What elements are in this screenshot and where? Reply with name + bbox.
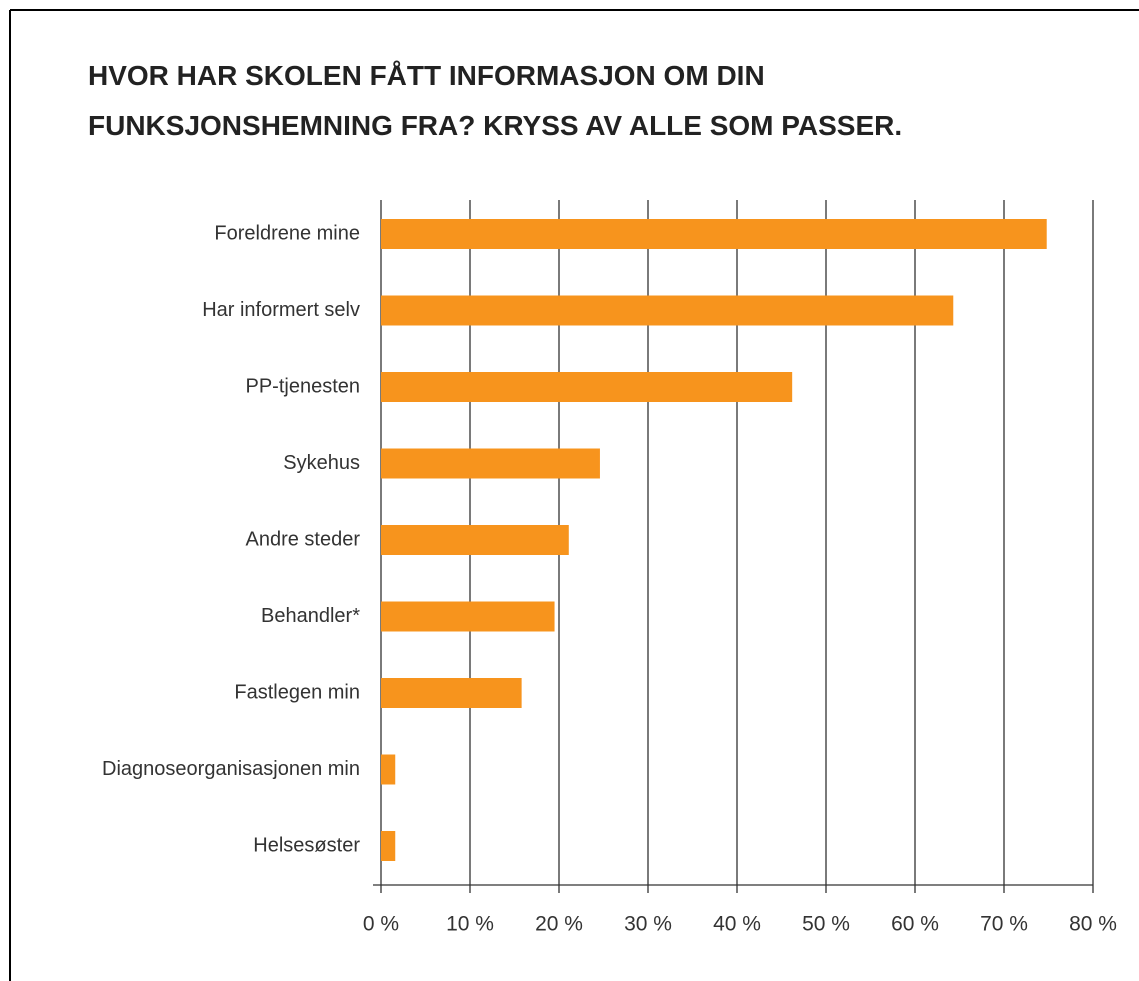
y-tick-label: Andre steder [245,528,360,550]
bar [381,448,600,479]
x-tick-label: 70 % [980,913,1028,936]
chart-title: HVOR HAR SKOLEN FÅTT INFORMASJON OM DIN [88,60,765,91]
y-tick-label: Foreldrene mine [214,222,360,244]
y-tick-label: Sykehus [283,452,360,474]
x-tick-label: 10 % [446,913,494,936]
x-tick-label: 50 % [802,913,850,936]
bar [381,525,569,555]
x-tick-label: 60 % [891,913,939,936]
bar [381,754,396,785]
x-tick-label: 20 % [535,913,583,936]
y-tick-label: Diagnoseorganisasjonen min [102,758,360,780]
bar [381,219,1047,249]
y-tick-label: PP-tjenesten [245,375,360,397]
y-tick-label: Fastlegen min [234,681,360,703]
y-tick-label: Helsesøster [253,834,360,856]
y-tick-label: Har informert selv [202,299,360,321]
bar [381,678,522,708]
x-tick-label: 80 % [1069,913,1117,936]
bar [381,295,954,326]
bar [381,601,555,632]
x-tick-label: 0 % [363,913,399,936]
x-tick-label: 40 % [713,913,761,936]
x-tick-label: 30 % [624,913,672,936]
y-tick-label: Behandler* [261,605,360,627]
bar [381,372,793,402]
bar [381,831,396,861]
chart-title: FUNKSJONSHEMNING FRA? KRYSS AV ALLE SOM … [88,110,902,141]
